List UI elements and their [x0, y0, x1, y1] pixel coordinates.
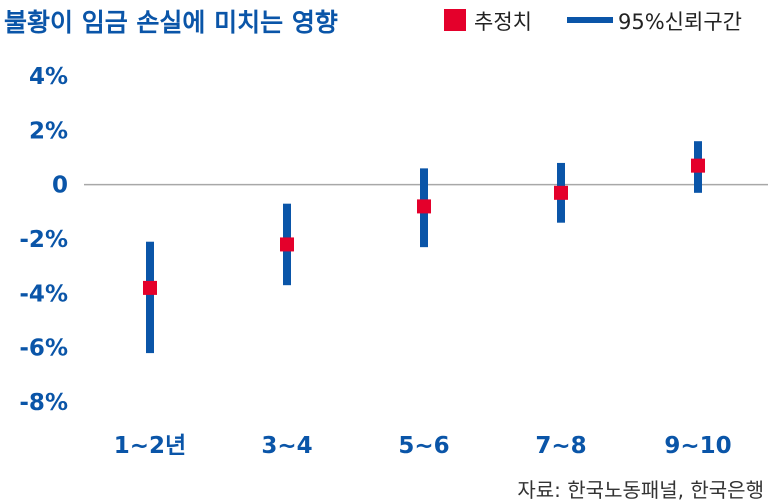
legend-marker-estimate — [444, 9, 466, 31]
estimate-point — [554, 185, 568, 200]
y-tick-label: -8% — [19, 390, 68, 416]
y-tick-label: 2% — [29, 118, 68, 144]
x-tick-label: 3~4 — [261, 433, 312, 459]
legend-label-estimate: 추정치 — [474, 10, 532, 34]
ci-bar — [146, 241, 154, 354]
y-tick-label: 4% — [29, 64, 68, 90]
legend-marker-ci — [567, 17, 613, 23]
estimate-point — [280, 237, 294, 252]
legend: 추정치 95%신뢰구간 — [444, 9, 742, 34]
y-tick-label: 0 — [52, 173, 68, 199]
legend-label-ci: 95%신뢰구간 — [618, 10, 742, 34]
chart-title: 불황이 임금 손실에 미치는 영향 — [4, 8, 338, 37]
x-tick-label: 7~8 — [535, 433, 586, 459]
confidence-interval-bars — [146, 141, 702, 354]
x-axis: 1~2년 3~4 5~6 7~8 9~10 — [114, 433, 732, 459]
x-tick-label: 9~10 — [664, 433, 731, 459]
y-tick-label: -4% — [19, 281, 68, 307]
x-tick-label: 5~6 — [398, 433, 449, 459]
y-axis: 4% 2% 0 -2% -4% -6% -8% — [19, 64, 68, 416]
source-note: 자료: 한국노동패널, 한국은행 — [517, 478, 764, 502]
estimate-point — [143, 280, 157, 295]
x-tick-label: 1~2년 — [114, 433, 186, 459]
estimate-point — [417, 199, 431, 214]
y-tick-label: -6% — [19, 336, 68, 362]
y-tick-label: -2% — [19, 227, 68, 253]
estimate-point — [691, 158, 705, 173]
estimate-points — [143, 158, 705, 295]
